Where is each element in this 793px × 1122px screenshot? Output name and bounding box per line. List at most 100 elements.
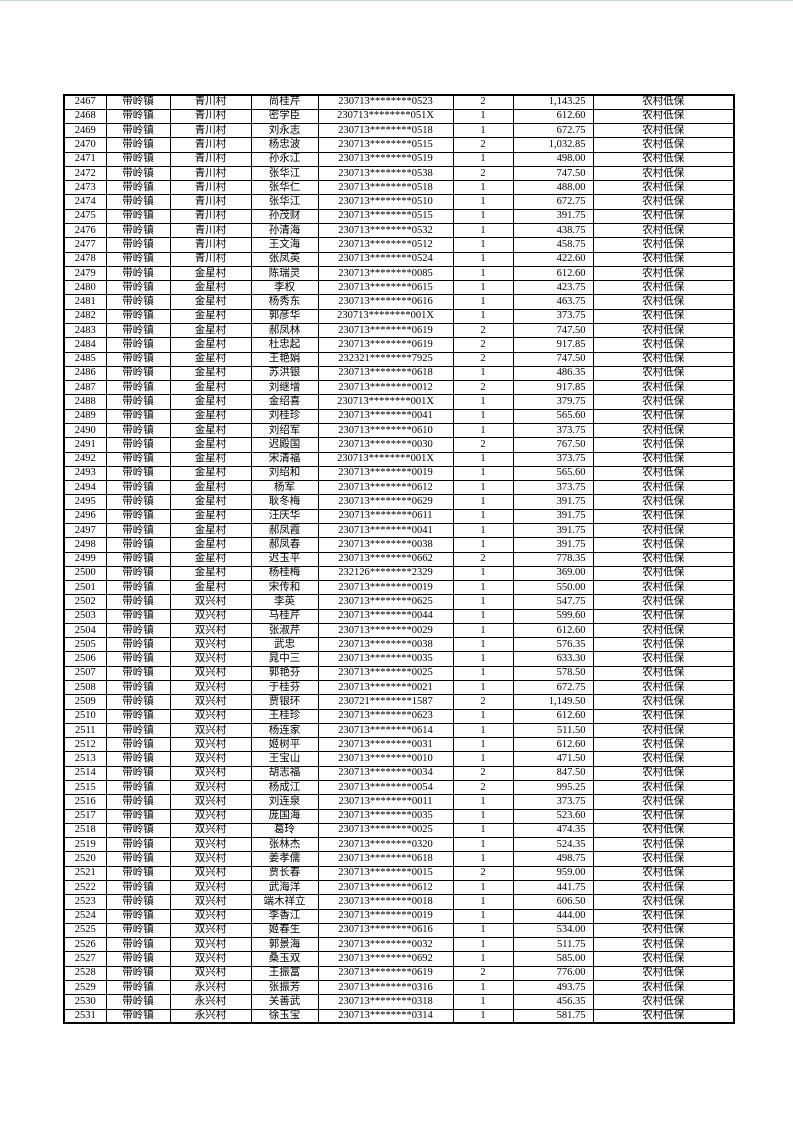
cell-category: 农村低保 (592, 879, 735, 896)
cell-town: 带岭镇 (105, 308, 171, 325)
table-row: 2508 带岭镇 双兴村 于桂芬 230713********0021 1 672.75 农村… (63, 680, 735, 696)
cell-town: 带岭镇 (105, 437, 171, 453)
cell-category: 农村低保 (592, 280, 735, 296)
cell-village: 双兴村 (169, 879, 252, 896)
table-row: 2520 带岭镇 双兴村 姜孝儒 230713********0618 1 498.75 农村… (63, 851, 735, 867)
cell-seq: 2469 (63, 123, 107, 139)
cell-village: 青川村 (169, 108, 252, 125)
cell-count: 1 (452, 280, 514, 296)
cell-category: 农村低保 (592, 979, 735, 996)
cell-name: 张华仁 (250, 180, 319, 196)
cell-category: 农村低保 (592, 223, 735, 239)
cell-seq: 2517 (63, 808, 107, 824)
cell-id-number: 230713********0021 (317, 680, 454, 696)
cell-name: 关善武 (250, 994, 319, 1010)
cell-id-number: 230713********0038 (317, 637, 454, 653)
cell-id-number: 230713********0010 (317, 751, 454, 767)
cell-id-number: 230713********0019 (317, 580, 454, 596)
cell-village: 双兴村 (169, 737, 252, 753)
cell-village: 双兴村 (169, 951, 252, 967)
cell-town: 带岭镇 (105, 708, 171, 724)
table-row: 2503 带岭镇 双兴村 马桂芹 230713********0044 1 599.60 农村… (63, 608, 735, 624)
table-row: 2519 带岭镇 双兴村 张林杰 230713********0320 1 524.35 农村… (63, 837, 735, 853)
cell-category: 农村低保 (592, 665, 735, 682)
cell-category: 农村低保 (592, 637, 735, 653)
cell-amount: 1,149.50 (512, 694, 594, 710)
cell-name: 晁中三 (250, 651, 319, 667)
cell-village: 金星村 (169, 351, 252, 367)
cell-seq: 2525 (63, 922, 107, 939)
cell-category: 农村低保 (592, 994, 735, 1010)
cell-name: 孙清海 (250, 223, 319, 239)
table-row: 2472 带岭镇 青川村 张华江 230713********0538 2 747.50 农村… (63, 165, 735, 182)
cell-seq: 2513 (63, 751, 107, 767)
cell-village: 双兴村 (169, 937, 252, 953)
cell-id-number: 230713********0614 (317, 722, 454, 739)
cell-name: 耿冬梅 (250, 494, 319, 510)
cell-name: 王振富 (250, 965, 319, 981)
cell-count: 1 (452, 465, 514, 482)
cell-category: 农村低保 (592, 251, 735, 267)
cell-amount: 606.50 (512, 894, 594, 910)
cell-count: 1 (452, 622, 514, 639)
cell-name: 王艳娟 (250, 351, 319, 367)
cell-town: 带岭镇 (105, 722, 171, 739)
table-row: 2490 带岭镇 金星村 刘绍军 230713********0610 1 373.75 农村… (63, 422, 735, 439)
cell-town: 带岭镇 (105, 508, 171, 524)
cell-town: 带岭镇 (105, 223, 171, 239)
cell-id-number: 230713********0029 (317, 622, 454, 639)
table-row: 2523 带岭镇 双兴村 端木祥立 230713********0018 1 606.50 农… (63, 894, 735, 910)
cell-name: 郝凤林 (250, 322, 319, 339)
cell-town: 带岭镇 (105, 551, 171, 567)
cell-id-number: 230713********0618 (317, 365, 454, 382)
cell-id-number: 230713********0031 (317, 737, 454, 753)
cell-name: 郭彦华 (250, 308, 319, 325)
cell-amount: 391.75 (512, 494, 594, 510)
cell-count: 1 (452, 294, 514, 310)
cell-name: 李香江 (250, 908, 319, 924)
cell-id-number: 230713********0030 (317, 437, 454, 453)
cell-id-number: 230713********0532 (317, 223, 454, 239)
cell-category: 农村低保 (592, 765, 735, 782)
cell-count: 1 (452, 365, 514, 382)
cell-category: 农村低保 (592, 908, 735, 924)
cell-town: 带岭镇 (105, 879, 171, 896)
cell-amount: 612.60 (512, 108, 594, 125)
cell-id-number: 230713********0616 (317, 922, 454, 939)
table-row: 2514 带岭镇 双兴村 胡志福 230713********0034 2 847.50 农村… (63, 765, 735, 782)
cell-category: 农村低保 (592, 594, 735, 610)
cell-amount: 391.75 (512, 208, 594, 225)
table-row: 2474 带岭镇 青川村 张华江 230713********0510 1 672.75 农村… (63, 194, 735, 210)
cell-name: 桑玉双 (250, 951, 319, 967)
cell-seq: 2531 (63, 1008, 107, 1024)
cell-category: 农村低保 (592, 680, 735, 696)
cell-count: 1 (452, 522, 514, 539)
cell-village: 金星村 (169, 394, 252, 410)
cell-amount: 524.35 (512, 837, 594, 853)
cell-id-number: 230713********0041 (317, 522, 454, 539)
table-row: 2498 带岭镇 金星村 郝凤春 230713********0038 1 391.75 农村… (63, 537, 735, 553)
cell-category: 农村低保 (592, 123, 735, 139)
cell-seq: 2478 (63, 251, 107, 267)
cell-amount: 456.35 (512, 994, 594, 1010)
cell-name: 迟殿国 (250, 437, 319, 453)
cell-town: 带岭镇 (105, 737, 171, 753)
cell-village: 金星村 (169, 451, 252, 467)
table-row: 2493 带岭镇 金星村 刘绍和 230713********0019 1 565.60 农村… (63, 465, 735, 482)
cell-amount: 511.50 (512, 722, 594, 739)
cell-amount: 1,143.25 (512, 94, 594, 110)
cell-category: 农村低保 (592, 394, 735, 410)
cell-amount: 1,032.85 (512, 137, 594, 153)
cell-count: 1 (452, 480, 514, 496)
cell-name: 王文海 (250, 237, 319, 253)
cell-seq: 2521 (63, 865, 107, 881)
table-row: 2502 带岭镇 双兴村 李英 230713********0625 1 547.75 农村低… (63, 594, 735, 610)
cell-town: 带岭镇 (105, 694, 171, 710)
cell-village: 双兴村 (169, 694, 252, 710)
cell-category: 农村低保 (592, 480, 735, 496)
table-row: 2484 带岭镇 金星村 杜忠起 230713********0619 2 917.85 农村… (63, 337, 735, 353)
cell-id-number: 230713********0612 (317, 879, 454, 896)
cell-id-number: 230713********0623 (317, 708, 454, 724)
table-row: 2481 带岭镇 金星村 杨秀东 230713********0616 1 463.75 农村… (63, 294, 735, 310)
cell-town: 带岭镇 (105, 537, 171, 553)
